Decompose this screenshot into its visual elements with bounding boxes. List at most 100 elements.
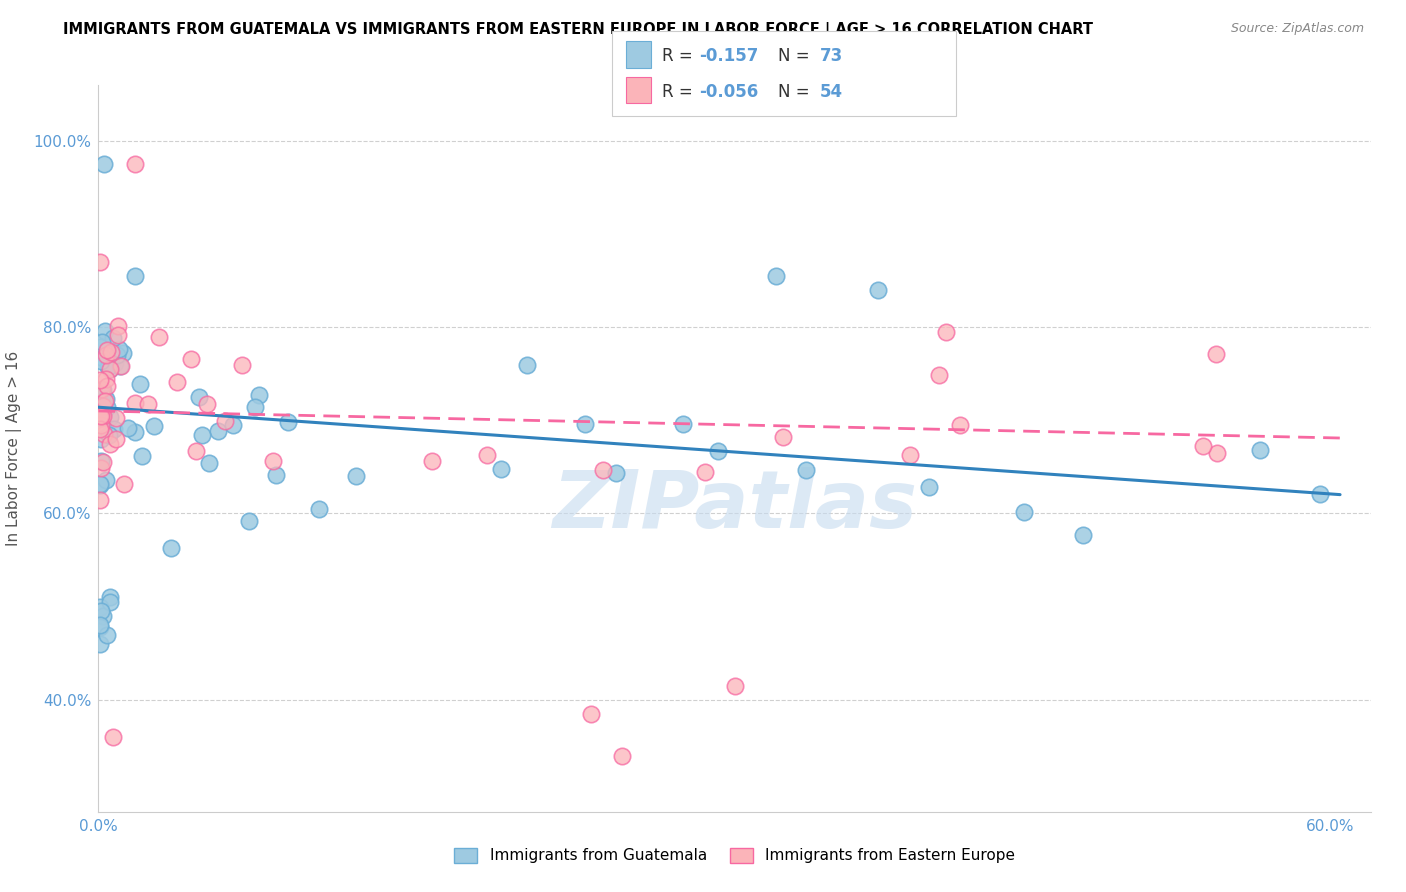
Point (89, 411, 111, 425)
Point (107, 318, 129, 333)
Point (117, 421, 139, 435)
Point (131, 450, 153, 464)
Point (344, 469, 367, 483)
Point (110, 359, 132, 373)
Point (214, 414, 236, 428)
Point (707, 443, 730, 458)
Point (124, 268, 146, 283)
Text: R =: R = (662, 47, 699, 65)
Point (107, 328, 129, 343)
Point (90, 461, 112, 475)
Point (98, 437, 121, 451)
Point (928, 368, 950, 383)
Point (610, 748, 633, 763)
Point (98, 591, 121, 605)
Point (898, 448, 921, 462)
Point (89, 422, 111, 436)
Point (1249, 442, 1271, 457)
Point (104, 432, 127, 446)
Point (89, 477, 111, 491)
Point (89, 618, 111, 632)
Text: N =: N = (778, 47, 814, 65)
Point (765, 268, 787, 283)
Point (94, 392, 117, 406)
Point (89, 433, 111, 447)
Point (1071, 528, 1094, 542)
Point (98, 410, 121, 425)
Point (101, 331, 124, 345)
Point (247, 388, 270, 402)
Point (107, 343, 129, 357)
Point (90, 404, 112, 418)
Point (93, 426, 115, 441)
Point (308, 501, 330, 516)
Point (89, 620, 111, 634)
Point (277, 415, 299, 429)
Point (89, 373, 111, 387)
Point (489, 462, 512, 476)
Point (949, 417, 972, 432)
Text: -0.157: -0.157 (699, 47, 758, 65)
Point (114, 476, 136, 491)
Point (221, 418, 243, 433)
Point (98, 428, 121, 442)
Point (671, 417, 693, 431)
Point (129, 377, 152, 392)
Point (693, 465, 716, 479)
Point (574, 417, 596, 431)
Point (96, 379, 118, 393)
Point (94, 348, 117, 362)
Point (90, 604, 112, 618)
Point (89, 637, 111, 651)
Y-axis label: In Labor Force | Age > 16: In Labor Force | Age > 16 (7, 351, 22, 546)
Point (231, 358, 253, 372)
Point (103, 422, 125, 436)
Point (1012, 505, 1035, 519)
Point (136, 397, 159, 411)
Point (186, 443, 208, 458)
Point (723, 679, 745, 693)
Point (89, 492, 111, 507)
Text: 73: 73 (820, 47, 844, 65)
Point (90, 417, 112, 432)
Point (104, 355, 127, 369)
Point (100, 344, 122, 359)
Point (166, 375, 188, 389)
Point (592, 462, 614, 476)
Point (112, 345, 135, 359)
Point (96, 400, 118, 414)
Point (124, 396, 146, 410)
Point (198, 456, 221, 470)
Point (91, 351, 114, 365)
Text: Source: ZipAtlas.com: Source: ZipAtlas.com (1230, 22, 1364, 36)
Text: 54: 54 (820, 83, 842, 101)
Point (91, 609, 114, 624)
Point (96, 627, 118, 641)
Point (207, 424, 229, 438)
Point (243, 400, 266, 414)
Point (262, 453, 284, 467)
Point (94, 394, 117, 409)
Point (93, 403, 115, 417)
Point (516, 359, 538, 373)
Point (187, 390, 209, 404)
Point (1206, 446, 1229, 460)
Point (264, 467, 287, 482)
Point (90, 409, 112, 423)
Point (89, 477, 111, 491)
Text: N =: N = (778, 83, 814, 101)
Point (105, 348, 128, 362)
Point (195, 397, 218, 411)
Text: ZIPatlas: ZIPatlas (553, 467, 917, 545)
Point (124, 157, 146, 171)
Legend: Immigrants from Guatemala, Immigrants from Eastern Europe: Immigrants from Guatemala, Immigrants fr… (449, 842, 1021, 870)
Point (93, 409, 115, 424)
Point (868, 283, 890, 297)
Point (90, 354, 112, 368)
Point (94, 474, 117, 488)
Point (91, 383, 114, 397)
Point (1309, 486, 1331, 500)
Point (89, 409, 111, 423)
Point (579, 706, 602, 721)
Point (98, 595, 121, 609)
